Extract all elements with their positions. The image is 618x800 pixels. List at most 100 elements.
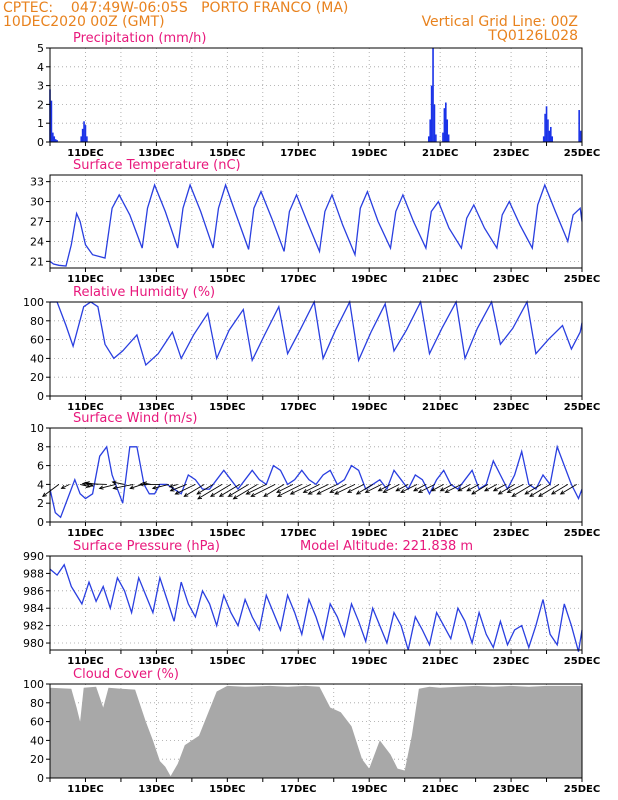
wind-arrow-head	[111, 480, 117, 485]
wind-arrow-head	[395, 487, 401, 492]
x-tick-label: 21DEC	[422, 274, 458, 285]
wind-arrow-head	[492, 487, 498, 492]
wind-arrow-shaft	[466, 484, 480, 492]
wind-arrow-head	[245, 490, 251, 495]
wind-arrow-shaft	[418, 483, 436, 493]
wind-arrow-head	[196, 490, 202, 495]
x-tick-label: 19DEC	[351, 148, 387, 159]
wind-arrow	[197, 484, 223, 500]
wind-arrow-shaft	[484, 484, 498, 492]
wind-arrow	[263, 484, 285, 497]
wind-arrow-head	[316, 490, 322, 495]
x-tick-label: 11DEC	[67, 148, 103, 159]
wind-arrow-shaft	[152, 483, 169, 489]
precip-bar	[56, 140, 58, 142]
wind-arrow	[168, 483, 178, 488]
wind-arrow-head	[169, 487, 175, 492]
wind-arrow-shaft	[170, 483, 187, 492]
x-tick-label: 13DEC	[138, 528, 174, 539]
wind-arrow-shaft	[308, 483, 329, 495]
wind-arrow	[355, 484, 373, 495]
wind-arrow-head	[506, 488, 512, 493]
y-tick-label: 5	[37, 42, 44, 55]
wind-arrow	[174, 483, 196, 495]
wind-arrow-shaft	[538, 484, 560, 497]
precip-bar	[80, 136, 83, 142]
y-tick-label: 8	[37, 441, 44, 454]
precip-bar	[53, 136, 56, 142]
wind-arrow-head	[382, 488, 388, 493]
wind-arrow-head	[84, 481, 90, 486]
precip-bar	[446, 119, 449, 142]
x-tick-label: 11DEC	[67, 528, 103, 539]
wind-arrow-head	[276, 492, 282, 497]
wind-arrow-shaft	[458, 484, 471, 492]
precip-bar	[430, 85, 433, 142]
wind-arrow-head	[209, 492, 215, 497]
wind-arrow-shaft	[413, 484, 427, 492]
y-tick-label: 100	[23, 296, 44, 309]
x-tick-label: 19DEC	[351, 402, 387, 413]
precip-bar	[445, 102, 447, 142]
wind-arrow	[138, 482, 160, 487]
x-tick-label: 25DEC	[564, 528, 600, 539]
wind-arrow-head	[364, 488, 370, 493]
x-tick-label: 15DEC	[209, 274, 245, 285]
wind-arrow	[232, 484, 258, 500]
y-tick-label: 984	[23, 602, 44, 615]
x-tick-label: 13DEC	[138, 656, 174, 667]
x-tick-label: 21DEC	[422, 148, 458, 159]
wind-arrow-head	[85, 483, 91, 489]
humidity-frame	[49, 301, 583, 397]
x-tick-label: 25DEC	[564, 402, 600, 413]
y-tick-label: 60	[30, 334, 44, 347]
wind-arrow-shaft	[303, 483, 320, 493]
wind-arrow-shaft	[169, 483, 178, 488]
precip-bar	[429, 119, 432, 142]
y-tick-label: 10	[30, 422, 44, 435]
panel-title: Precipitation (mm/h)	[73, 31, 206, 46]
precip-bar	[84, 125, 87, 142]
x-tick-label: 15DEC	[209, 656, 245, 667]
wind-arrow	[346, 483, 365, 493]
wind-arrow-shaft	[196, 484, 214, 495]
x-tick-label: 11DEC	[67, 274, 103, 285]
wind-arrow-shaft	[61, 483, 70, 489]
wind-arrow-shaft	[82, 483, 107, 485]
wind-arrow-shaft	[445, 483, 462, 493]
wind-arrow	[524, 484, 542, 495]
y-tick-label: 980	[23, 637, 44, 650]
wind-arrow	[276, 483, 303, 497]
wind-arrow	[466, 484, 480, 492]
precipitation-panel	[46, 47, 583, 146]
wind-arrow-shaft	[113, 483, 134, 489]
x-tick-label: 13DEC	[138, 274, 174, 285]
wind-arrow	[42, 484, 60, 498]
wind-arrow-shaft	[99, 483, 116, 489]
y-tick-label: 0	[37, 772, 44, 785]
wind-arrow-shaft	[334, 483, 356, 495]
wind-arrow-head	[112, 485, 118, 490]
wind-arrow	[439, 484, 453, 492]
wind-arrow	[413, 484, 427, 492]
wind-arrow	[227, 484, 249, 497]
wind-arrow-head	[511, 492, 517, 497]
wind-arrow-head	[355, 490, 361, 495]
x-tick-label: 13DEC	[138, 402, 174, 413]
wind-arrow-shaft	[560, 484, 577, 495]
wind-arrow-head	[129, 485, 135, 490]
wind-arrow-shaft	[498, 484, 515, 495]
wind-arrow-shaft	[42, 484, 60, 497]
precip-bar	[435, 134, 437, 142]
y-tick-label: 1	[37, 117, 44, 130]
wind-arrow-head	[81, 481, 87, 486]
precip-bar	[548, 130, 551, 142]
wind-arrow	[81, 481, 107, 486]
wind-arrow	[289, 483, 311, 495]
wind-arrow	[430, 484, 444, 492]
wind-line	[49, 444, 583, 519]
precip-bar	[50, 100, 53, 142]
wind-arrow-shaft	[210, 484, 232, 497]
wind-arrow	[151, 483, 169, 490]
x-tick-label: 15DEC	[209, 528, 245, 539]
